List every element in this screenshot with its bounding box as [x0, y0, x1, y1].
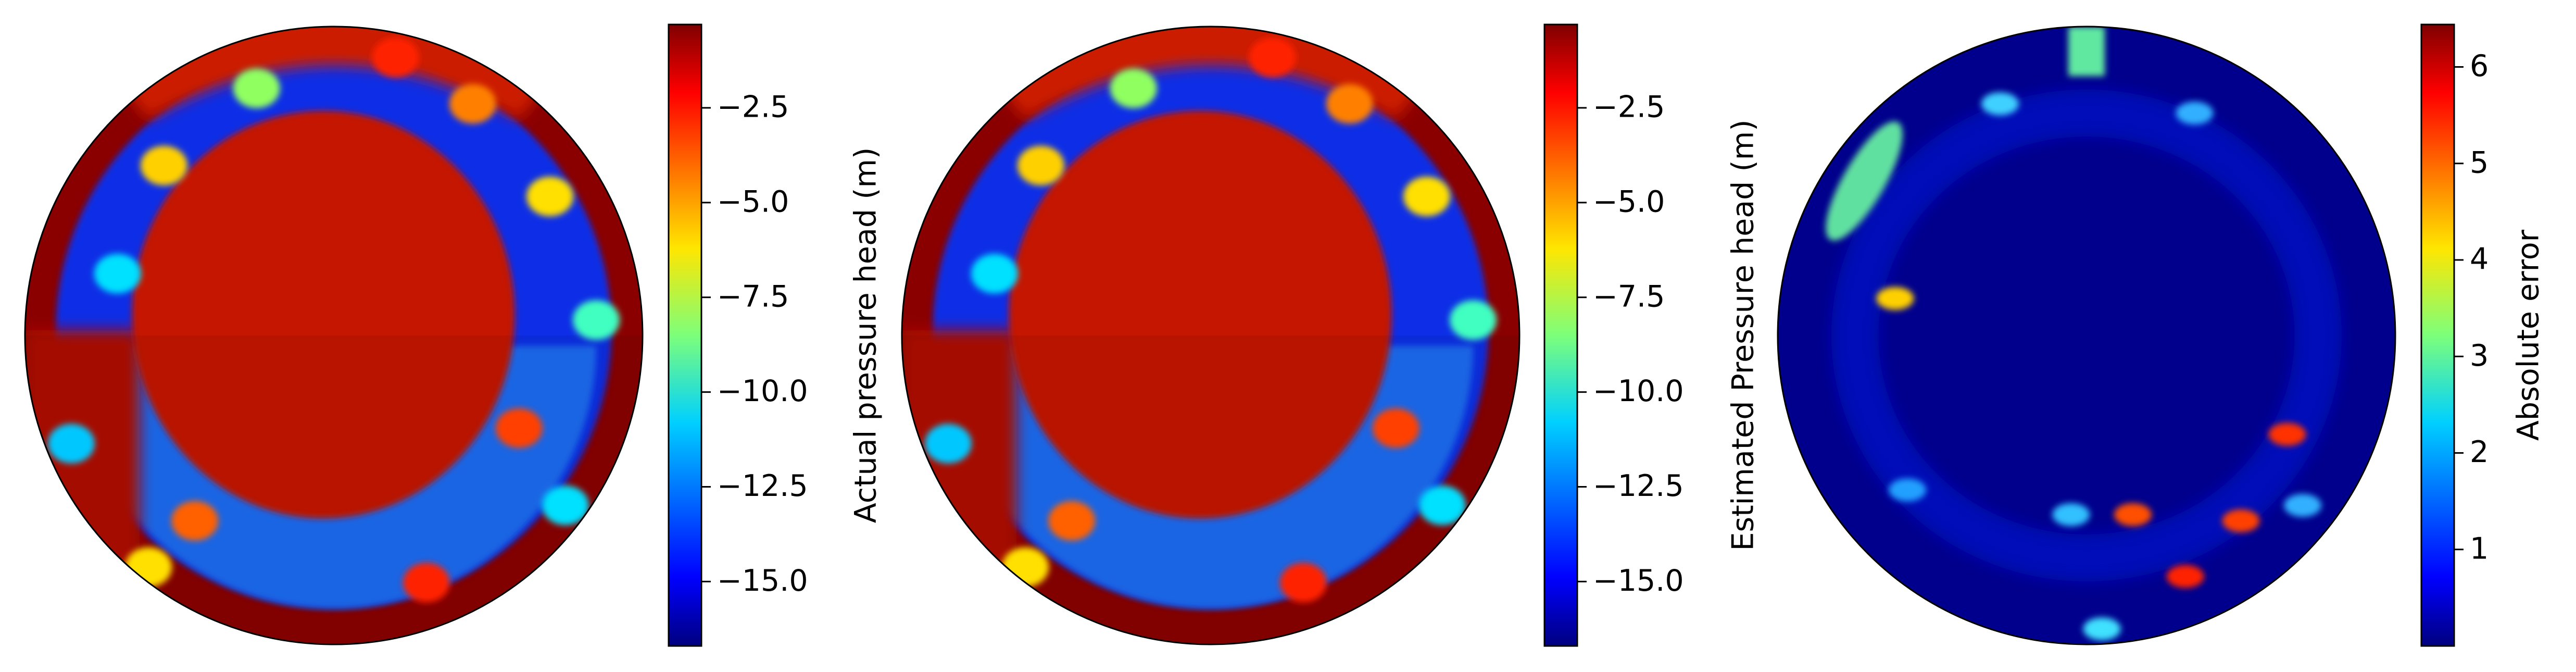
- colorbar-tick-label: −5.0: [717, 185, 789, 219]
- field-core: [1009, 110, 1392, 519]
- colorbar-tick-label: −10.0: [717, 374, 808, 408]
- colorbar-tick-label: −15.0: [1593, 564, 1684, 598]
- colorbar-tick-label: −7.5: [1593, 279, 1665, 314]
- colorbar: [668, 23, 702, 647]
- field-blob: [1418, 486, 1466, 526]
- field-blob: [449, 84, 496, 124]
- field-blob: [403, 563, 450, 603]
- field-blob: [2052, 503, 2090, 526]
- colorbar-tick-label: 2: [2470, 435, 2489, 469]
- field-blob: [1981, 92, 2019, 116]
- field-blob: [971, 254, 1018, 294]
- field-blob: [1826, 121, 1903, 241]
- colorbar-tick-label: −2.5: [717, 90, 789, 125]
- field-blob: [1110, 68, 1157, 108]
- colorbar-tick-label: −15.0: [717, 564, 808, 598]
- field-blob: [125, 547, 172, 587]
- colorbar-label: Absolute error: [2511, 229, 2546, 441]
- field-blob: [94, 254, 141, 294]
- field-blob: [2068, 27, 2105, 76]
- field-shade: [25, 335, 643, 644]
- field-blob: [1372, 408, 1419, 448]
- heatmap-field: [1778, 27, 2395, 644]
- field-blob: [2284, 494, 2322, 517]
- field-blob: [2166, 565, 2204, 588]
- field-blob: [171, 501, 219, 541]
- field-blob: [924, 424, 972, 464]
- colorbar-tick-label: −10.0: [1593, 374, 1684, 408]
- field-blob: [1876, 287, 1914, 310]
- field-blob: [2083, 617, 2121, 641]
- field-blob: [2268, 422, 2306, 446]
- field-core: [132, 110, 515, 519]
- colorbar-tick-label: −12.5: [1593, 469, 1684, 503]
- plot-border: [1777, 26, 2396, 645]
- colorbar-tick-label: −5.0: [1593, 185, 1665, 219]
- colorbar-tick-label: 6: [2470, 49, 2489, 83]
- heatmap-field: [902, 27, 1519, 644]
- field-blob: [1002, 547, 1049, 587]
- plot-border: [24, 26, 644, 645]
- field-blob: [2222, 509, 2260, 532]
- field-blob: [47, 424, 95, 464]
- heatmap-field: [25, 27, 643, 644]
- colorbar-label: Actual pressure head (m): [849, 147, 883, 523]
- field-shade: [902, 335, 1519, 644]
- field-blob: [1403, 177, 1451, 217]
- colorbar-tick-label: 5: [2470, 145, 2489, 180]
- colorbar-tick-label: −12.5: [717, 469, 808, 503]
- field-blob: [233, 68, 280, 108]
- colorbar-tick-label: 3: [2470, 339, 2489, 373]
- field-blob: [140, 145, 187, 185]
- field-blob: [2114, 503, 2152, 526]
- field-blob: [526, 177, 574, 217]
- colorbar-label: Estimated Pressure head (m): [1726, 119, 1761, 551]
- colorbar-tick-label: −2.5: [1593, 90, 1665, 125]
- colorbar-tick-label: 4: [2470, 242, 2489, 277]
- field-blob: [1017, 145, 1064, 185]
- colorbar: [1543, 23, 1578, 647]
- field-ring: [1831, 90, 2342, 581]
- colorbar: [2420, 23, 2455, 647]
- field-blob: [1249, 38, 1296, 78]
- field-blob: [2176, 102, 2214, 125]
- field-blob: [495, 408, 543, 448]
- colorbar-tick-label: 1: [2470, 531, 2489, 566]
- field-blob: [372, 38, 419, 78]
- field-blob: [1889, 478, 1927, 502]
- field-blob: [573, 300, 620, 340]
- field-blob: [542, 486, 589, 526]
- field-top-edge: [902, 27, 1519, 119]
- plot-border: [901, 26, 1521, 645]
- field-top-edge: [25, 27, 643, 119]
- field-blob: [1450, 300, 1497, 340]
- colorbar-tick-label: −7.5: [717, 279, 789, 314]
- field-blob: [1326, 84, 1373, 124]
- field-blob: [1279, 563, 1327, 603]
- field-blob: [1048, 501, 1096, 541]
